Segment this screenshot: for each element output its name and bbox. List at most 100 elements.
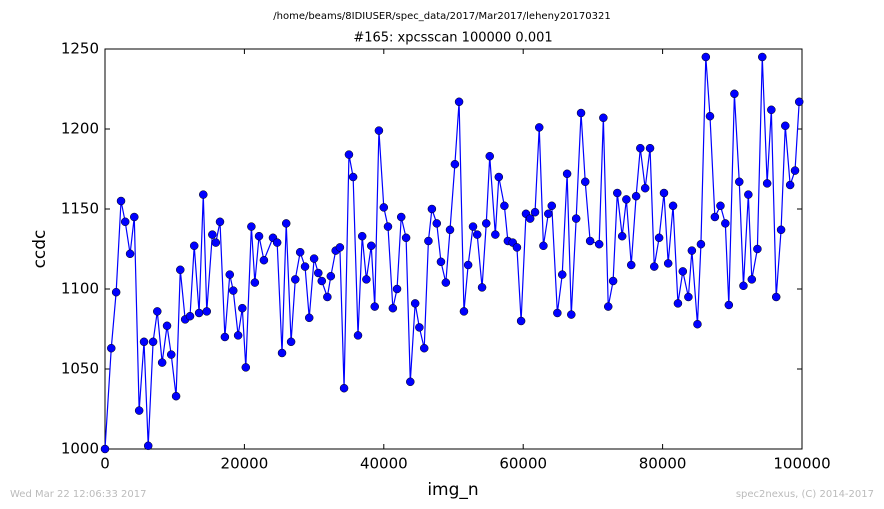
data-point — [401, 233, 411, 243]
y-tick-label: 1100 — [61, 280, 99, 298]
data-point — [344, 150, 354, 159]
data-point — [125, 249, 135, 259]
data-point — [500, 201, 509, 211]
data-point — [208, 230, 217, 239]
data-point — [482, 219, 491, 228]
data-point — [130, 212, 139, 222]
data-point — [776, 225, 786, 235]
data-point — [120, 217, 130, 227]
data-point — [544, 209, 553, 219]
data-point — [645, 143, 655, 153]
data-point — [617, 231, 627, 241]
footer-credit: spec2nexus, (C) 2014-2017 — [736, 489, 874, 500]
data-point — [357, 231, 367, 241]
data-point — [716, 201, 725, 211]
x-tick-label: 40000 — [360, 455, 408, 473]
y-tick-label: 1000 — [61, 440, 99, 458]
x-tick-label: 0 — [100, 455, 110, 473]
data-point — [463, 260, 473, 270]
data-point — [663, 259, 673, 268]
data-point — [599, 113, 608, 123]
data-point — [367, 241, 376, 251]
data-point — [202, 307, 212, 316]
data-point — [636, 143, 645, 153]
data-point — [762, 179, 772, 188]
data-point — [220, 332, 230, 342]
data-point — [259, 255, 269, 265]
data-point — [631, 191, 641, 201]
data-point — [450, 159, 460, 169]
data-point — [771, 292, 781, 302]
data-point — [724, 300, 734, 310]
data-point — [705, 111, 715, 121]
data-point — [553, 308, 562, 318]
y-tick-label: 1250 — [61, 40, 99, 58]
data-point — [116, 196, 126, 206]
data-point — [189, 241, 199, 251]
data-point — [472, 230, 482, 239]
data-point — [626, 260, 636, 270]
data-point — [459, 307, 469, 316]
data-point — [370, 302, 379, 311]
data-point — [585, 236, 595, 246]
data-point — [272, 238, 282, 247]
data-point — [436, 257, 446, 267]
data-point — [247, 222, 256, 231]
data-line — [104, 56, 800, 450]
data-point — [567, 310, 576, 319]
data-point — [790, 166, 800, 175]
data-point — [295, 247, 305, 257]
y-tick-label: 1050 — [61, 360, 99, 378]
data-point — [654, 233, 664, 243]
data-point — [721, 219, 730, 228]
data-point — [441, 278, 451, 287]
data-point — [758, 52, 767, 62]
data-point — [744, 190, 753, 199]
data-point — [225, 270, 235, 279]
data-point — [445, 225, 455, 235]
data-point — [199, 190, 208, 199]
data-point — [525, 214, 535, 223]
data-point — [668, 201, 678, 211]
data-point — [673, 299, 683, 308]
data-point — [539, 241, 548, 251]
data-point — [171, 391, 181, 401]
data-point — [348, 172, 358, 182]
data-point — [300, 262, 310, 271]
data-point — [233, 331, 243, 340]
data-point — [530, 207, 540, 217]
data-point — [228, 286, 238, 295]
data-point — [432, 219, 442, 228]
data-point — [362, 275, 371, 284]
x-tick-label: 20000 — [221, 455, 269, 473]
data-point — [701, 52, 711, 62]
data-point — [157, 358, 167, 367]
data-point — [485, 151, 494, 161]
data-point — [477, 283, 487, 292]
data-point — [687, 246, 697, 255]
x-tick-label: 80000 — [639, 455, 687, 473]
data-point — [166, 350, 176, 359]
data-point — [139, 337, 149, 347]
data-point — [309, 254, 319, 263]
data-point — [557, 270, 567, 279]
data-point — [794, 97, 804, 107]
data-point — [735, 177, 744, 187]
y-tick-label: 1150 — [61, 200, 99, 218]
data-point — [730, 89, 739, 99]
data-point — [323, 292, 332, 302]
data-point — [392, 284, 402, 294]
data-point — [339, 383, 349, 393]
data-point — [678, 267, 688, 276]
data-point — [254, 231, 264, 241]
data-point — [134, 406, 144, 415]
data-point — [383, 222, 393, 231]
data-point — [767, 105, 776, 115]
data-point — [415, 323, 424, 332]
data-point — [215, 217, 225, 227]
data-point — [148, 337, 158, 347]
data-point — [640, 183, 650, 193]
data-point — [684, 292, 693, 302]
data-point — [427, 204, 437, 214]
